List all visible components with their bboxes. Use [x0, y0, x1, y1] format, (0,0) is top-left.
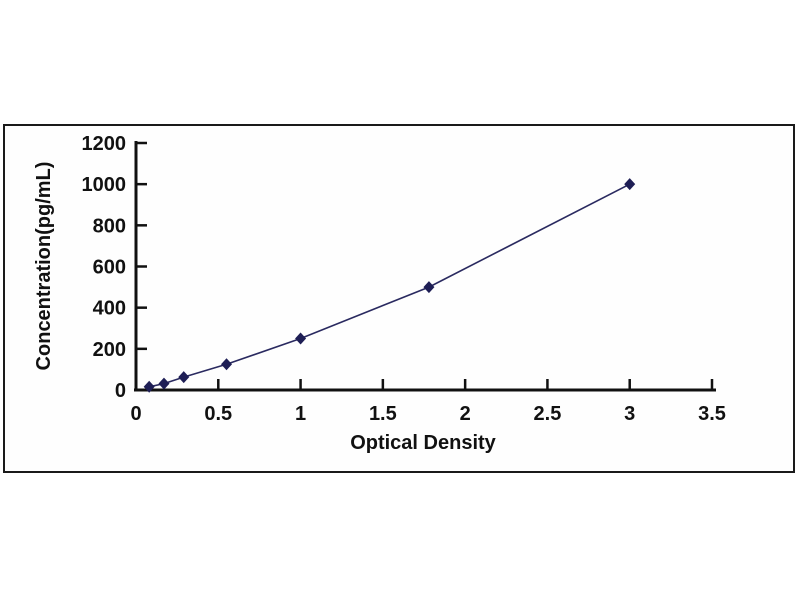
- x-tick-label: 0: [130, 403, 141, 425]
- y-tick-label: 400: [93, 298, 126, 320]
- data-point-marker: [624, 178, 636, 191]
- x-tick-label: 1.5: [369, 403, 397, 425]
- data-point-marker: [423, 281, 435, 294]
- x-tick-label: 3: [624, 403, 635, 425]
- data-point-marker: [158, 377, 170, 390]
- x-tick-label: 2: [460, 403, 471, 425]
- series-layer: [143, 178, 636, 393]
- y-tick-label: 200: [93, 339, 126, 361]
- curve-line: [149, 183, 631, 388]
- y-tick-label: 600: [93, 257, 126, 279]
- data-point-marker: [221, 358, 233, 371]
- data-point-marker: [178, 371, 190, 384]
- y-tick-label: 800: [93, 215, 126, 237]
- y-tick-label: 0: [115, 380, 126, 402]
- ticks-layer: 0 0.5 1 1.5 2 2.5 3 3.5 0 200 400 600 800 1000 1200: [82, 133, 726, 425]
- y-axis-title: Concentration(pg/mL): [33, 162, 55, 371]
- y-tick-label: 1200: [82, 133, 127, 155]
- x-tick-label: 3.5: [698, 403, 726, 425]
- y-tick-label: 1000: [82, 174, 127, 196]
- x-tick-label: 2.5: [534, 403, 562, 425]
- data-point-marker: [143, 380, 155, 393]
- x-tick-label: 0.5: [204, 403, 232, 425]
- axes-layer: [134, 141, 716, 392]
- data-point-marker: [295, 332, 307, 345]
- x-axis-title: Optical Density: [350, 432, 496, 454]
- x-tick-label: 1: [295, 403, 306, 425]
